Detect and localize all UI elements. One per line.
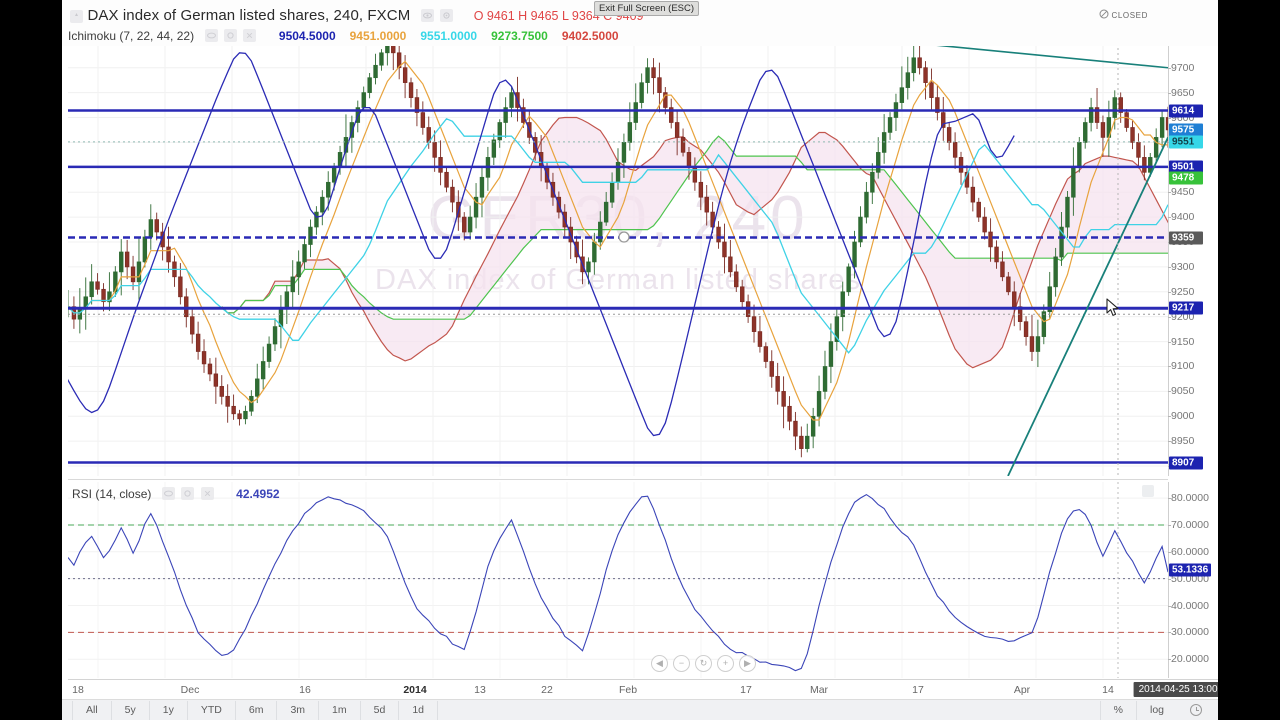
- range-button-1y[interactable]: 1y: [150, 700, 188, 720]
- chart-window: DAX index of German listed shares, 240, …: [62, 0, 1237, 720]
- closed-circle-icon: [1099, 9, 1109, 21]
- price-tick-0: 9800: [1168, 12, 1194, 24]
- time-label-5: 22: [541, 684, 553, 696]
- price-axis[interactable]: 9800975097009650960095509500945094009350…: [1168, 8, 1218, 476]
- time-label-8: Mar: [809, 684, 829, 696]
- price-tick-11: 9250: [1168, 286, 1194, 298]
- pane-divider[interactable]: [68, 479, 1168, 480]
- rsi-tick-0: 80.0000: [1168, 492, 1209, 504]
- time-label-6: Feb: [618, 684, 638, 696]
- price-tick-8: 9400: [1168, 211, 1194, 223]
- rsi-tick-5: 30.0000: [1168, 626, 1209, 638]
- price-tick-13: 9150: [1168, 336, 1194, 348]
- time-label-2: 16: [299, 684, 311, 696]
- zoom-out-button[interactable]: −: [673, 655, 690, 672]
- price-tick-10: 9300: [1168, 261, 1194, 273]
- closed-label: CLOSED: [1111, 10, 1148, 20]
- rsi-chart-pane[interactable]: [68, 482, 1168, 678]
- pan-right-button[interactable]: ▶: [739, 655, 756, 672]
- market-status-badge: CLOSED: [1099, 9, 1149, 21]
- price-tick-15: 9050: [1168, 385, 1194, 397]
- chart-navigation-controls: ◀ − ↻ + ▶: [651, 655, 756, 672]
- zoom-in-button[interactable]: +: [717, 655, 734, 672]
- time-label-1: Dec: [180, 684, 200, 696]
- pan-left-button[interactable]: ◀: [651, 655, 668, 672]
- range-button-3m[interactable]: 3m: [277, 700, 320, 720]
- price-badge-9359: 9359: [1169, 231, 1203, 245]
- time-label-3: 2014: [403, 684, 427, 696]
- range-button-ytd[interactable]: YTD: [188, 700, 236, 720]
- price-badge-9614: 9614: [1169, 104, 1203, 118]
- range-button-5d[interactable]: 5d: [361, 700, 400, 720]
- letterbox-right: [1218, 0, 1280, 720]
- range-buttons: All 5y 1y YTD 6m 3m 1m 5d 1d: [62, 700, 439, 720]
- price-chart-pane[interactable]: GER30, 240 DAX index of German listed sh…: [68, 8, 1168, 476]
- rsi-axis-line: [1168, 482, 1169, 678]
- rsi-tick-1: 70.0000: [1168, 519, 1209, 531]
- range-button-5y[interactable]: 5y: [112, 700, 150, 720]
- crosshair-time-label: 2014-04-25 13:00:00: [1133, 682, 1237, 697]
- scale-button-percent[interactable]: %: [1099, 700, 1136, 720]
- time-label-0: 18: [72, 684, 84, 696]
- time-axis[interactable]: 18 Dec 16 2014 13 22 Feb 17 Mar 17 Apr 14 2014-04-25…: [68, 679, 1237, 699]
- price-badge-9217: 9217: [1169, 301, 1203, 315]
- scale-buttons: % log: [1099, 700, 1218, 720]
- price-badge-9551: 9551: [1169, 135, 1203, 149]
- price-tick-16: 9000: [1168, 410, 1194, 422]
- price-badge-9575: 9575: [1169, 123, 1203, 137]
- time-label-7: 17: [740, 684, 752, 696]
- bottom-toolbar: All 5y 1y YTD 6m 3m 1m 5d 1d % log: [62, 699, 1218, 720]
- rsi-axis[interactable]: 80.0000 70.0000 60.0000 50.0000 40.0000 30.00…: [1168, 482, 1218, 678]
- price-badge-9478: 9478: [1169, 171, 1203, 185]
- range-button-1m[interactable]: 1m: [319, 700, 361, 720]
- rsi-tick-2: 60.0000: [1168, 546, 1209, 558]
- scale-button-log[interactable]: log: [1135, 700, 1177, 720]
- price-tick-1: 9750: [1168, 37, 1194, 49]
- letterbox-left: [0, 0, 62, 720]
- price-badge-9501: 9501: [1169, 160, 1203, 174]
- rsi-tick-4: 40.0000: [1168, 600, 1209, 612]
- clock-icon[interactable]: [1190, 704, 1202, 716]
- rsi-maximize-icon[interactable]: [1142, 485, 1154, 497]
- time-label-10: Apr: [1013, 684, 1031, 696]
- range-button-all[interactable]: All: [72, 700, 112, 720]
- exit-fullscreen-tooltip: Exit Full Screen (ESC): [594, 1, 700, 16]
- time-label-4: 13: [474, 684, 486, 696]
- time-label-11: 14: [1102, 684, 1114, 696]
- rsi-tick-6: 20.0000: [1168, 653, 1209, 665]
- rsi-value-badge: 53.1336: [1169, 563, 1212, 577]
- time-label-9: 17: [912, 684, 924, 696]
- price-tick-17: 8950: [1168, 435, 1194, 447]
- range-button-6m[interactable]: 6m: [236, 700, 278, 720]
- price-tick-2: 9700: [1168, 62, 1194, 74]
- range-button-1d[interactable]: 1d: [399, 700, 439, 720]
- price-tick-3: 9650: [1168, 87, 1194, 99]
- price-badge-8907: 8907: [1169, 456, 1203, 470]
- reset-chart-button[interactable]: ↻: [695, 655, 712, 672]
- price-tick-7: 9450: [1168, 186, 1194, 198]
- price-tick-14: 9100: [1168, 360, 1194, 372]
